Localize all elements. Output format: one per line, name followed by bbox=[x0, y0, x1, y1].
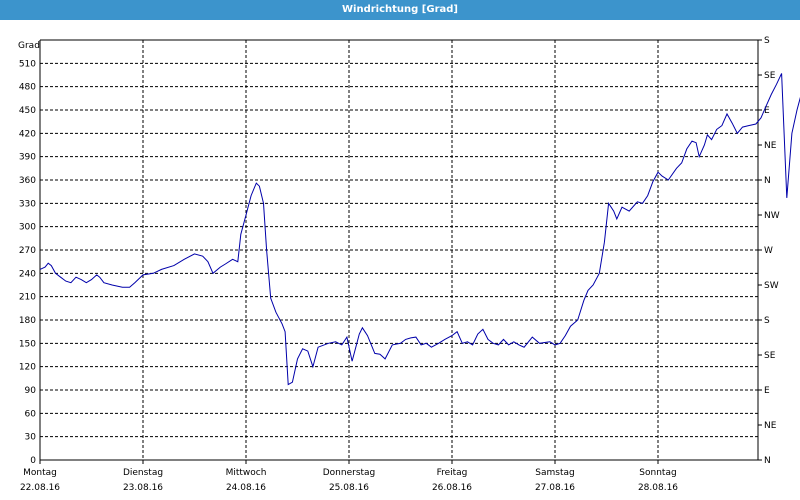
right-tick-label: NW bbox=[764, 211, 780, 221]
y-tick-label: 90 bbox=[25, 386, 37, 396]
x-tick-date: 23.08.16 bbox=[123, 483, 163, 493]
right-tick-label: NE bbox=[764, 421, 777, 431]
y-tick-label: 510 bbox=[19, 59, 36, 69]
series-line bbox=[39, 73, 800, 386]
y-tick-label: 0 bbox=[30, 456, 36, 466]
x-tick-date: 28.08.16 bbox=[638, 483, 678, 493]
right-tick-label: N bbox=[764, 456, 771, 466]
x-tick-date: 22.08.16 bbox=[20, 483, 60, 493]
x-tick-date: 24.08.16 bbox=[226, 483, 266, 493]
y-tick-label: 420 bbox=[19, 129, 36, 139]
y-tick-label: 240 bbox=[19, 269, 36, 279]
y-tick-label: 450 bbox=[19, 106, 36, 116]
x-tick-date: 26.08.16 bbox=[432, 483, 472, 493]
y-tick-label: 180 bbox=[19, 316, 36, 326]
right-tick-label: NE bbox=[764, 141, 777, 151]
y-tick-label: 390 bbox=[19, 153, 36, 163]
y-tick-label: 300 bbox=[19, 223, 36, 233]
x-tick-day: Montag bbox=[23, 468, 57, 478]
x-tick-day: Dienstag bbox=[123, 468, 163, 478]
y-tick-label: 30 bbox=[25, 433, 37, 443]
y-axis-label: Grad bbox=[18, 41, 40, 51]
x-tick-day: Donnerstag bbox=[323, 468, 376, 478]
right-tick-label: E bbox=[764, 386, 770, 396]
x-tick-date: 27.08.16 bbox=[535, 483, 575, 493]
x-tick-day: Samstag bbox=[535, 468, 574, 478]
y-tick-label: 270 bbox=[19, 246, 36, 256]
x-tick-date: 25.08.16 bbox=[329, 483, 369, 493]
y-tick-label: 360 bbox=[19, 176, 36, 186]
right-tick-label: N bbox=[764, 176, 771, 186]
right-tick-label: W bbox=[764, 246, 773, 256]
wind-direction-chart: 0 30 60 90 120 150 180 210 240 270 300 330 360 390 420… bbox=[18, 36, 800, 493]
x-tick-day: Sonntag bbox=[639, 468, 676, 478]
y-tick-label: 60 bbox=[25, 409, 37, 419]
y-tick-label: 120 bbox=[19, 363, 36, 373]
y-tick-label: 330 bbox=[19, 199, 36, 209]
right-tick-label: S bbox=[764, 36, 770, 46]
x-tick-day: Mittwoch bbox=[226, 468, 267, 478]
right-tick-label: SE bbox=[764, 71, 776, 81]
right-tick-label: SE bbox=[764, 351, 776, 361]
axes bbox=[39, 39, 762, 464]
y-tick-label: 150 bbox=[19, 339, 36, 349]
chart-title: Windrichtung [Grad] bbox=[0, 0, 800, 20]
grid bbox=[40, 39, 758, 460]
y-tick-label: 480 bbox=[19, 83, 36, 93]
tick-labels: 0 30 60 90 120 150 180 210 240 270 300 330 360 390 420… bbox=[19, 36, 780, 493]
y-tick-label: 210 bbox=[19, 293, 36, 303]
right-tick-label: S bbox=[764, 316, 770, 326]
x-tick-day: Freitag bbox=[437, 468, 468, 478]
right-tick-label: E bbox=[764, 106, 770, 116]
right-tick-label: SW bbox=[764, 281, 779, 291]
